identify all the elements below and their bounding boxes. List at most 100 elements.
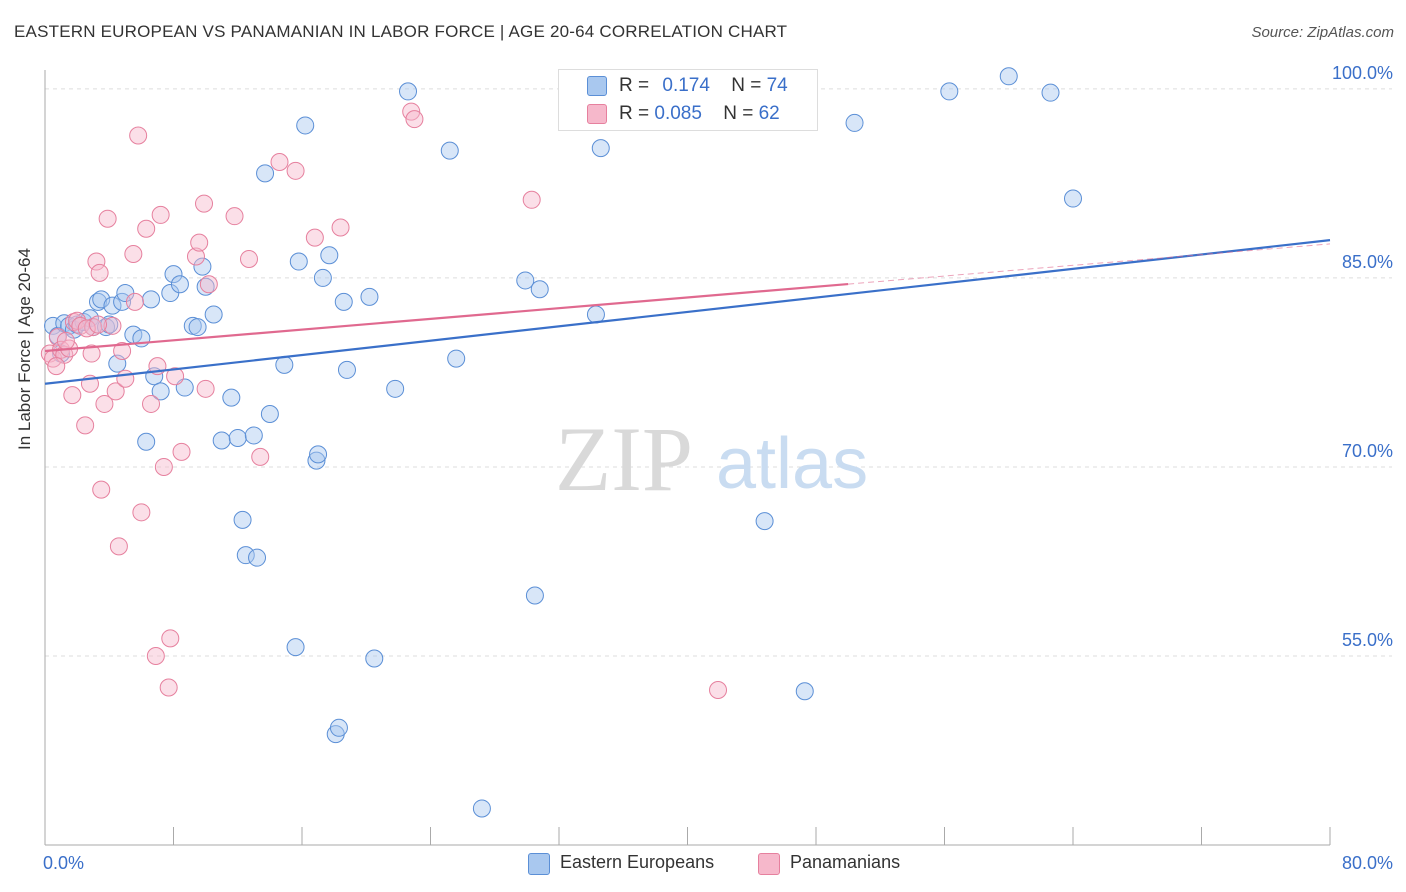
data-point-eastern-european — [365, 649, 384, 668]
data-point-panamanian — [77, 319, 96, 338]
data-point-eastern-european — [92, 290, 111, 309]
data-point-panamanian — [286, 161, 305, 180]
data-point-panamanian — [92, 480, 111, 499]
legend-n-label: N = — [723, 103, 754, 124]
data-point-panamanian — [142, 394, 161, 413]
legend-r-label: R = — [619, 75, 650, 96]
data-point-panamanian — [196, 379, 215, 398]
data-point-panamanian — [172, 442, 191, 461]
data-point-panamanian — [154, 457, 173, 476]
data-point-panamanian — [116, 369, 135, 388]
legend-r-label: R = — [619, 103, 650, 124]
data-point-eastern-european — [164, 265, 183, 284]
y-tick-label: 100.0% — [1332, 63, 1393, 83]
data-point-eastern-european — [334, 292, 353, 311]
data-point-eastern-european — [286, 638, 305, 657]
data-point-eastern-european — [212, 431, 231, 450]
data-point-eastern-european — [170, 275, 189, 294]
watermark-zip: ZIP — [555, 408, 693, 510]
data-point-eastern-european — [447, 349, 466, 368]
data-point-panamanian — [199, 275, 218, 294]
data-point-panamanian — [251, 447, 270, 466]
data-point-eastern-european — [940, 82, 959, 101]
data-point-eastern-european — [103, 296, 122, 315]
legend-swatch-blue — [587, 76, 607, 96]
data-point-panamanian — [522, 190, 541, 209]
data-point-panamanian — [103, 316, 122, 335]
data-point-panamanian — [709, 681, 728, 699]
trend-line-panamanians — [44, 282, 849, 353]
legend-swatch-pink — [587, 104, 607, 124]
data-point-eastern-european — [188, 318, 207, 337]
data-point-panamanian — [186, 247, 205, 266]
data-point-panamanian — [159, 678, 178, 697]
data-point-panamanian — [56, 331, 75, 350]
data-point-panamanian — [87, 252, 106, 271]
y-axis-label-wrap: In Labor Force | Age 20-64 — [15, 248, 35, 450]
data-point-eastern-european — [337, 360, 356, 379]
data-point-eastern-european — [233, 510, 252, 529]
legend-n-value: 62 — [758, 103, 780, 124]
data-point-panamanian — [270, 152, 289, 171]
data-point-panamanian — [84, 318, 103, 337]
y-axis-label: In Labor Force | Age 20-64 — [15, 248, 34, 450]
data-point-panamanian — [113, 342, 132, 361]
watermark: ZIP atlas — [555, 408, 868, 510]
axes — [44, 70, 1331, 846]
y-tick-label: 55.0% — [1342, 630, 1393, 650]
data-point-panamanian — [190, 233, 209, 252]
source-label: Source: ZipAtlas.com — [1251, 24, 1394, 41]
data-point-panamanian — [106, 382, 125, 401]
data-point-eastern-european — [525, 586, 544, 605]
data-point-panamanian — [146, 646, 165, 665]
data-point-eastern-european — [440, 141, 459, 160]
data-point-eastern-european — [845, 113, 864, 132]
data-point-eastern-european — [222, 388, 241, 407]
data-point-panamanian — [239, 250, 258, 269]
data-point-eastern-european — [204, 305, 223, 324]
legend-r-value: 0.085 — [654, 103, 702, 124]
legend-r-value: 0.174 — [662, 75, 710, 96]
data-point-panamanian — [225, 207, 244, 226]
data-point-eastern-european — [275, 355, 294, 374]
legend-row-blue: R = 0.174 N = 74 — [619, 75, 788, 97]
x-tick-label: 80.0% — [1342, 853, 1393, 873]
legend-n-value: 74 — [766, 75, 788, 96]
data-point-eastern-european — [591, 139, 610, 158]
data-point-eastern-european — [329, 718, 348, 737]
chart-title: EASTERN EUROPEAN VS PANAMANIAN IN LABOR … — [14, 22, 788, 41]
data-point-panamanian — [132, 503, 151, 522]
data-point-eastern-european — [360, 287, 379, 306]
data-point-panamanian — [124, 244, 143, 263]
data-point-eastern-european — [755, 512, 774, 531]
data-point-panamanian — [166, 367, 185, 386]
data-point-eastern-european — [44, 316, 63, 335]
data-point-panamanian — [68, 311, 87, 330]
data-point-eastern-european — [193, 257, 212, 276]
data-point-eastern-european — [236, 546, 255, 565]
data-point-panamanian — [47, 357, 66, 376]
data-point-eastern-european — [795, 682, 814, 701]
trend-line-panamanians-extension — [848, 243, 1331, 285]
data-point-panamanian — [137, 219, 156, 238]
data-point-eastern-european — [289, 252, 308, 271]
data-point-eastern-european — [228, 428, 247, 447]
data-point-eastern-european — [307, 451, 326, 470]
data-point-eastern-european — [472, 799, 491, 818]
y-tick-label: 70.0% — [1342, 441, 1393, 461]
data-point-panamanian — [89, 315, 108, 334]
data-point-eastern-european — [530, 280, 549, 299]
data-point-panamanian — [76, 416, 95, 435]
data-point-eastern-european — [142, 290, 161, 309]
data-point-eastern-european — [256, 164, 275, 183]
data-point-eastern-european — [386, 379, 405, 398]
data-point-panamanian — [109, 537, 128, 556]
data-point-panamanian — [125, 292, 144, 311]
data-point-eastern-european — [137, 432, 156, 451]
bottom-legend-eastern-europeans: Eastern Europeans — [560, 852, 715, 872]
data-point-panamanian — [331, 218, 350, 237]
data-point-eastern-european — [89, 292, 108, 311]
data-point-panamanian — [82, 344, 101, 363]
data-point-eastern-european — [244, 426, 263, 445]
data-point-panamanian — [195, 194, 214, 213]
